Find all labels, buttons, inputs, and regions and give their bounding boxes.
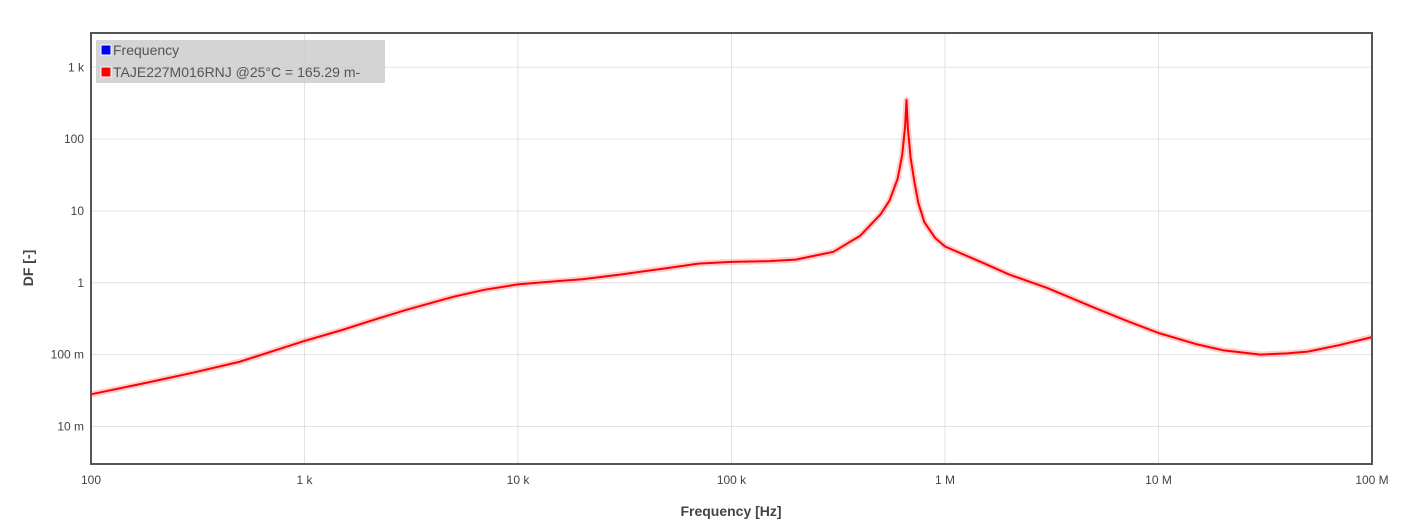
x-axis-ticks: 100 1 k 10 k 100 k 1 M 10 M 100 M (81, 473, 1389, 487)
y-tick-label: 10 m (57, 419, 84, 433)
series-layer (90, 97, 1373, 398)
y-axis-ticks: 10 m 100 m 1 10 100 1 k (51, 60, 85, 433)
x-tick-label: 100 (81, 473, 101, 487)
legend-label-taje227m016rnj[interactable]: TAJE227M016RNJ @25°C = 165.29 m- (113, 64, 360, 80)
legend-label-frequency[interactable]: Frequency (113, 42, 179, 58)
series-line-0[interactable] (90, 99, 1373, 396)
x-tick-label: 1 k (296, 473, 313, 487)
grid-lines (90, 33, 1373, 464)
y-tick-label: 100 (64, 132, 84, 146)
x-tick-label: 10 k (507, 473, 531, 487)
y-tick-label: 1 k (68, 60, 85, 74)
y-tick-label: 1 (77, 276, 84, 290)
y-tick-label: 100 m (51, 348, 84, 362)
x-tick-label: 100 M (1355, 473, 1388, 487)
x-tick-label: 1 M (935, 473, 955, 487)
x-tick-label: 100 k (717, 473, 747, 487)
legend-background (96, 40, 385, 83)
legend[interactable]: Frequency TAJE227M016RNJ @25°C = 165.29 … (96, 40, 385, 83)
x-axis-title: Frequency [Hz] (680, 503, 781, 519)
x-tick-label: 10 M (1145, 473, 1172, 487)
plot-border (90, 32, 1373, 465)
y-tick-label: 10 (71, 204, 85, 218)
legend-swatch-taje227m016rnj (100, 66, 112, 78)
legend-swatch-frequency (100, 44, 112, 56)
y-axis-title: DF [-] (20, 250, 36, 287)
